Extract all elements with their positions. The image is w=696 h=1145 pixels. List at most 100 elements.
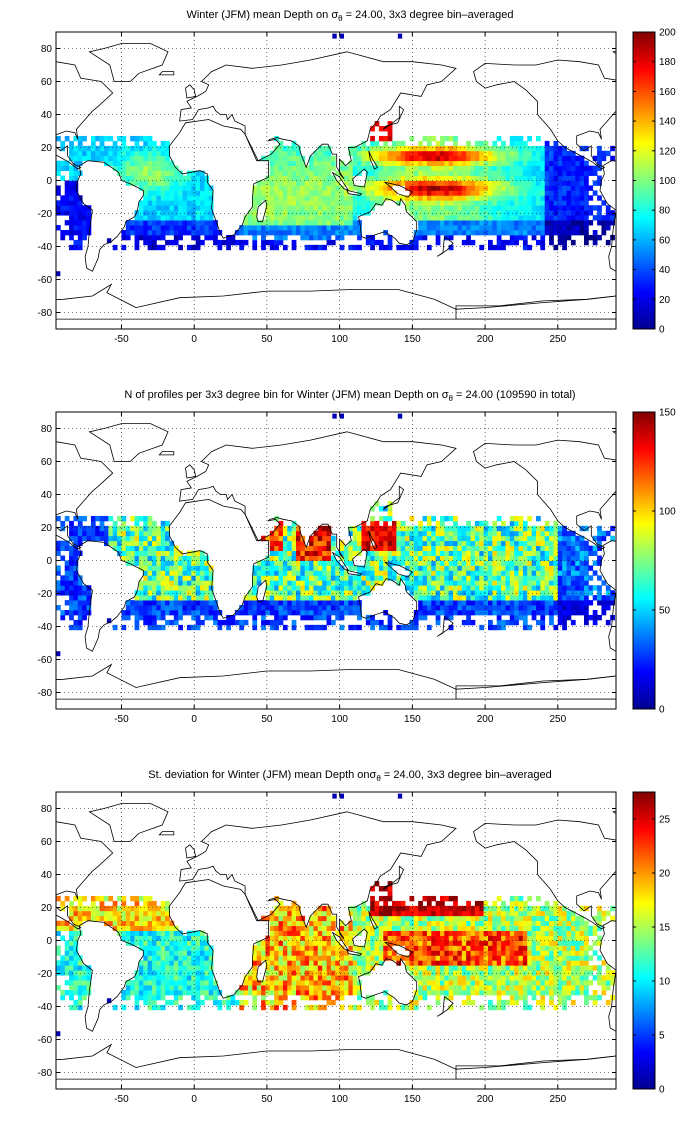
bin-cell <box>292 171 297 176</box>
bin-cell <box>113 141 118 146</box>
bin-cell <box>584 590 589 595</box>
bin-cell <box>156 210 161 215</box>
bin-cell <box>143 896 148 901</box>
bin-cell <box>405 156 410 161</box>
bin-cell <box>497 146 502 151</box>
bin-cell <box>305 985 310 990</box>
bin-cell <box>309 955 314 960</box>
bin-cell <box>143 980 148 985</box>
bin-cell <box>318 185 323 190</box>
bin-cell <box>161 625 166 630</box>
bin-cell <box>305 600 310 605</box>
bin-cell <box>475 561 480 566</box>
bin-cell <box>60 615 65 620</box>
bin-cell <box>584 215 589 220</box>
bin-cell <box>501 541 506 546</box>
bin-cell <box>514 156 519 161</box>
bin-cell <box>204 565 209 570</box>
bin-cell <box>279 931 284 936</box>
bin-cell <box>318 156 323 161</box>
bin-cell <box>462 595 467 600</box>
bin-cell <box>558 146 563 151</box>
bin-cell <box>60 610 65 615</box>
bin-cell <box>475 166 480 171</box>
bin-cell <box>527 205 532 210</box>
bin-cell <box>392 546 397 551</box>
bin-cell <box>73 556 78 561</box>
bin-cell <box>78 531 83 536</box>
bin-cell <box>121 926 126 931</box>
bin-cell <box>148 990 153 995</box>
bin-cell <box>532 215 537 220</box>
bin-cell <box>562 200 567 205</box>
bin-cell <box>405 181 410 186</box>
bin-cell <box>340 225 345 230</box>
bin-cell <box>152 565 157 570</box>
bin-cell <box>549 600 554 605</box>
y-tick-label: 0 <box>46 176 52 187</box>
bin-cell <box>484 565 489 570</box>
bin-cell <box>313 546 318 551</box>
bin-cell <box>148 536 153 541</box>
bin-cell <box>427 205 432 210</box>
bin-cell <box>113 901 118 906</box>
bin-cell <box>305 1005 310 1010</box>
bin-cell <box>357 245 362 250</box>
bin-cell <box>436 141 441 146</box>
bin-cell <box>457 565 462 570</box>
bin-cell <box>449 595 454 600</box>
bin-cell <box>139 551 144 556</box>
bin-cell <box>213 235 218 240</box>
bin-cell <box>279 200 284 205</box>
bin-cell <box>580 546 585 551</box>
bin-cell <box>274 600 279 605</box>
bin-cell <box>200 176 205 181</box>
bin-cell <box>327 580 332 585</box>
bin-cell <box>414 190 419 195</box>
bin-cell <box>143 556 148 561</box>
bin-cell <box>217 625 222 630</box>
bin-cell <box>305 176 310 181</box>
bin-cell <box>505 240 510 245</box>
bin-cell <box>148 565 153 570</box>
bin-cell <box>270 975 275 980</box>
bin-cell <box>558 575 563 580</box>
bin-cell <box>357 526 362 531</box>
bin-cell <box>148 546 153 551</box>
bin-cell <box>265 210 270 215</box>
bin-cell <box>331 215 336 220</box>
bin-cell <box>436 615 441 620</box>
bin-cell <box>431 546 436 551</box>
bin-cell <box>279 995 284 1000</box>
bin-cell <box>340 585 345 590</box>
bin-cell <box>327 615 332 620</box>
bin-cell <box>204 205 209 210</box>
bin-cell <box>279 921 284 926</box>
bin-cell <box>204 985 209 990</box>
bin-cell <box>165 141 170 146</box>
bin-cell <box>300 965 305 970</box>
bin-cell <box>69 185 74 190</box>
bin-cell <box>335 605 340 610</box>
bin-cell <box>279 945 284 950</box>
bin-cell <box>296 936 301 941</box>
bin-cell <box>514 546 519 551</box>
bin-cell <box>444 531 449 536</box>
bin-cell <box>549 171 554 176</box>
bin-cell <box>505 580 510 585</box>
bin-cell <box>130 531 135 536</box>
bin-cell <box>571 610 576 615</box>
bin-cell <box>283 921 288 926</box>
bin-cell <box>152 190 157 195</box>
bin-cell <box>130 985 135 990</box>
bin-cell <box>453 521 458 526</box>
bin-cell <box>484 220 489 225</box>
bin-cell <box>73 985 78 990</box>
bin-cell <box>183 950 188 955</box>
bin-cell <box>327 210 332 215</box>
bin-cell <box>270 610 275 615</box>
bin-cell <box>183 970 188 975</box>
bin-cell <box>488 220 493 225</box>
bin-cell <box>567 605 572 610</box>
bin-cell <box>545 151 550 156</box>
